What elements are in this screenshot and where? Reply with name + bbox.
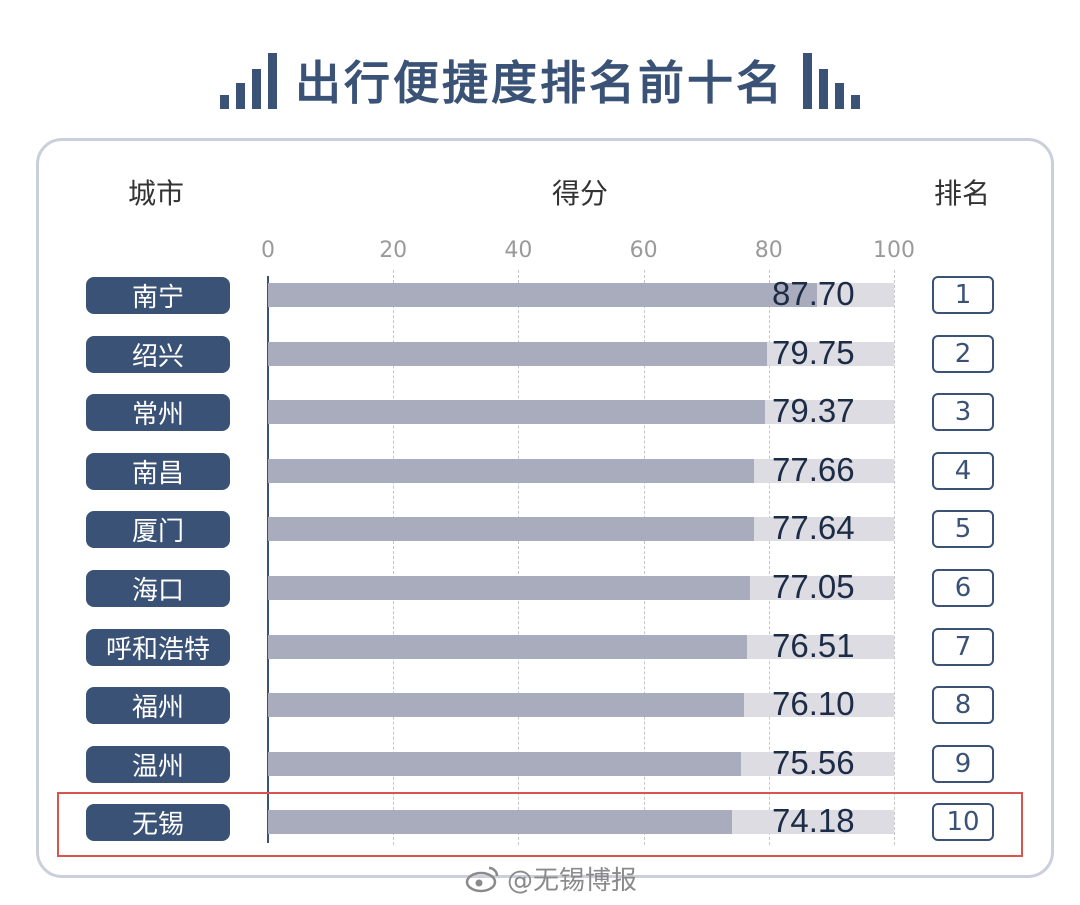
title-row: 出行便捷度排名前十名	[0, 40, 1080, 120]
chart-title: 出行便捷度排名前十名	[295, 56, 785, 110]
value-label: 77.64	[772, 509, 855, 547]
bar	[268, 283, 817, 307]
bar	[268, 634, 747, 659]
value-label: 77.05	[772, 568, 855, 605]
rank-badge: 9	[932, 744, 994, 783]
bar	[268, 341, 768, 366]
x-tick-label: 100	[873, 238, 915, 263]
x-tick-label: 60	[629, 238, 658, 263]
weibo-icon	[465, 866, 499, 892]
bar-track	[268, 576, 894, 600]
value-label: 74.18	[772, 802, 855, 840]
bar-track	[268, 458, 894, 483]
highlight-box	[57, 792, 1023, 857]
gridline	[768, 270, 770, 845]
rank-badge: 2	[932, 334, 994, 373]
value-label: 77.66	[772, 450, 855, 488]
city-label: 福州	[86, 687, 230, 725]
bar-track	[268, 517, 894, 542]
bar-track	[268, 400, 894, 425]
watermark-text: @无锡博报	[507, 866, 638, 896]
rank-badge: 4	[932, 451, 994, 490]
city-label: 南昌	[86, 452, 230, 490]
bar-track	[268, 810, 894, 835]
value-label: 75.56	[772, 743, 855, 781]
bar-track	[268, 341, 894, 366]
x-tick-label: 20	[379, 238, 408, 263]
bar	[268, 693, 745, 718]
city-label: 无锡	[86, 804, 230, 842]
header-score: 得分	[552, 177, 609, 210]
watermark: @无锡博报	[465, 860, 637, 897]
city-label: 绍兴	[86, 335, 230, 373]
rank-badge: 6	[932, 569, 994, 607]
value-label: 87.70	[772, 275, 855, 312]
rank-badge: 1	[932, 276, 994, 314]
value-label: 76.51	[772, 626, 855, 664]
y-axis-line	[267, 276, 269, 843]
rank-badge: 5	[932, 510, 994, 549]
bar	[268, 400, 765, 425]
bar-track	[268, 283, 894, 307]
chart-panel	[36, 138, 1054, 878]
header-rank: 排名	[934, 177, 991, 210]
bar-track	[268, 634, 894, 659]
bar-chart-ascending-icon	[220, 51, 277, 109]
rank-badge: 7	[932, 627, 994, 666]
bar	[268, 810, 733, 835]
gridline	[393, 270, 395, 845]
city-label: 南宁	[86, 277, 230, 314]
city-label: 温州	[86, 745, 230, 783]
bar	[268, 751, 741, 776]
gridline	[894, 270, 895, 845]
rank-badge: 8	[932, 686, 994, 725]
city-label: 海口	[86, 570, 230, 607]
city-label: 厦门	[86, 511, 230, 549]
value-label: 79.75	[772, 333, 855, 371]
gridline	[518, 270, 520, 845]
city-label: 常州	[86, 394, 230, 432]
header-city: 城市	[128, 177, 185, 210]
bar-track	[268, 751, 894, 776]
bar	[268, 576, 751, 600]
bar-chart-descending-icon	[803, 51, 860, 109]
value-label: 76.10	[772, 685, 855, 723]
x-tick-label: 40	[504, 238, 533, 263]
rank-badge: 3	[932, 393, 994, 432]
x-tick-label: 80	[754, 238, 783, 263]
x-tick-label: 0	[261, 238, 275, 263]
gridline	[643, 270, 645, 845]
rank-badge: 10	[932, 803, 994, 842]
city-label: 呼和浩特	[86, 628, 230, 666]
value-label: 79.37	[772, 392, 855, 430]
bar-track	[268, 693, 894, 718]
bar	[268, 517, 755, 542]
bar	[268, 458, 755, 483]
